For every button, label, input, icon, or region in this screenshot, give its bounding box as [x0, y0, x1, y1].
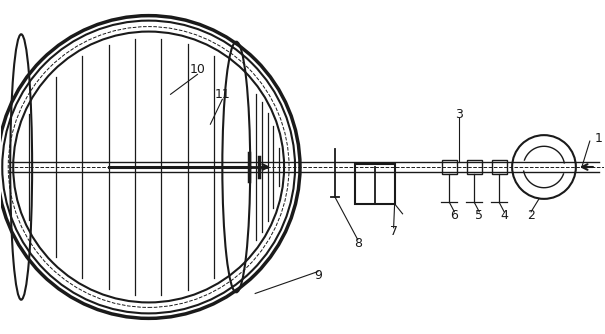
Text: 3: 3: [456, 108, 463, 121]
Text: 11: 11: [214, 88, 231, 101]
Text: 7: 7: [390, 225, 397, 238]
Text: 9: 9: [314, 269, 322, 282]
Bar: [467, 160, 482, 174]
Text: 5: 5: [476, 209, 483, 222]
Text: 8: 8: [354, 237, 362, 250]
Text: 6: 6: [451, 209, 459, 222]
Bar: [492, 160, 506, 174]
Text: 4: 4: [500, 209, 508, 222]
Text: 10: 10: [189, 63, 205, 76]
Text: 2: 2: [527, 209, 535, 222]
Text: 1: 1: [595, 132, 603, 145]
Bar: [355, 164, 394, 204]
Bar: [442, 160, 457, 174]
